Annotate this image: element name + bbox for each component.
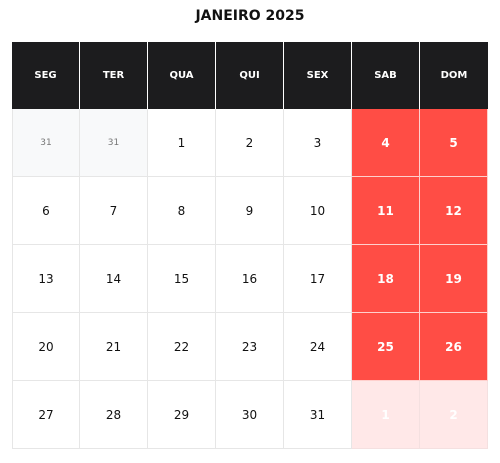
day-cell[interactable]: 20 xyxy=(12,313,80,381)
day-cell[interactable]: 26 xyxy=(420,313,488,381)
weekday-header: SEG xyxy=(12,42,80,109)
day-cell[interactable]: 23 xyxy=(216,313,284,381)
day-cell[interactable]: 9 xyxy=(216,177,284,245)
day-cell[interactable]: 28 xyxy=(80,381,148,449)
day-cell[interactable]: 14 xyxy=(80,245,148,313)
day-cell[interactable]: 27 xyxy=(12,381,80,449)
day-cell[interactable]: 18 xyxy=(352,245,420,313)
calendar-grid: SEG TER QUA QUI SEX SAB DOM 31 31 1 2 3 4 5 6 7 8 9 10 11 12… xyxy=(12,42,488,451)
day-cell[interactable]: 29 xyxy=(148,381,216,449)
weekday-header: QUA xyxy=(148,42,216,109)
weekday-header: QUI xyxy=(216,42,284,109)
day-cell[interactable]: 13 xyxy=(12,245,80,313)
day-cell[interactable]: 1 xyxy=(148,109,216,177)
day-cell[interactable]: 24 xyxy=(284,313,352,381)
day-cell[interactable]: 31 xyxy=(12,109,80,177)
day-cell[interactable]: 8 xyxy=(148,177,216,245)
day-cell[interactable]: 5 xyxy=(420,109,488,177)
day-cell[interactable]: 11 xyxy=(352,177,420,245)
day-cell[interactable]: 6 xyxy=(12,177,80,245)
day-cell[interactable]: 21 xyxy=(80,313,148,381)
weekday-header: DOM xyxy=(420,42,488,109)
day-cell[interactable]: 15 xyxy=(148,245,216,313)
day-cell[interactable]: 17 xyxy=(284,245,352,313)
day-cell[interactable]: 25 xyxy=(352,313,420,381)
day-cell[interactable]: 16 xyxy=(216,245,284,313)
day-cell[interactable]: 2 xyxy=(420,381,488,449)
day-cell[interactable]: 4 xyxy=(352,109,420,177)
day-cell[interactable]: 22 xyxy=(148,313,216,381)
day-cell[interactable]: 10 xyxy=(284,177,352,245)
weekday-header: TER xyxy=(80,42,148,109)
day-cell[interactable]: 30 xyxy=(216,381,284,449)
day-cell[interactable]: 2 xyxy=(216,109,284,177)
day-cell[interactable]: 31 xyxy=(284,381,352,449)
day-cell[interactable]: 1 xyxy=(352,381,420,449)
day-cell[interactable]: 7 xyxy=(80,177,148,245)
day-cell[interactable]: 12 xyxy=(420,177,488,245)
calendar-title: JANEIRO 2025 xyxy=(195,8,305,24)
day-cell[interactable]: 19 xyxy=(420,245,488,313)
weekday-header: SAB xyxy=(352,42,420,109)
weekday-header: SEX xyxy=(284,42,352,109)
day-cell[interactable]: 31 xyxy=(80,109,148,177)
day-cell[interactable]: 3 xyxy=(284,109,352,177)
